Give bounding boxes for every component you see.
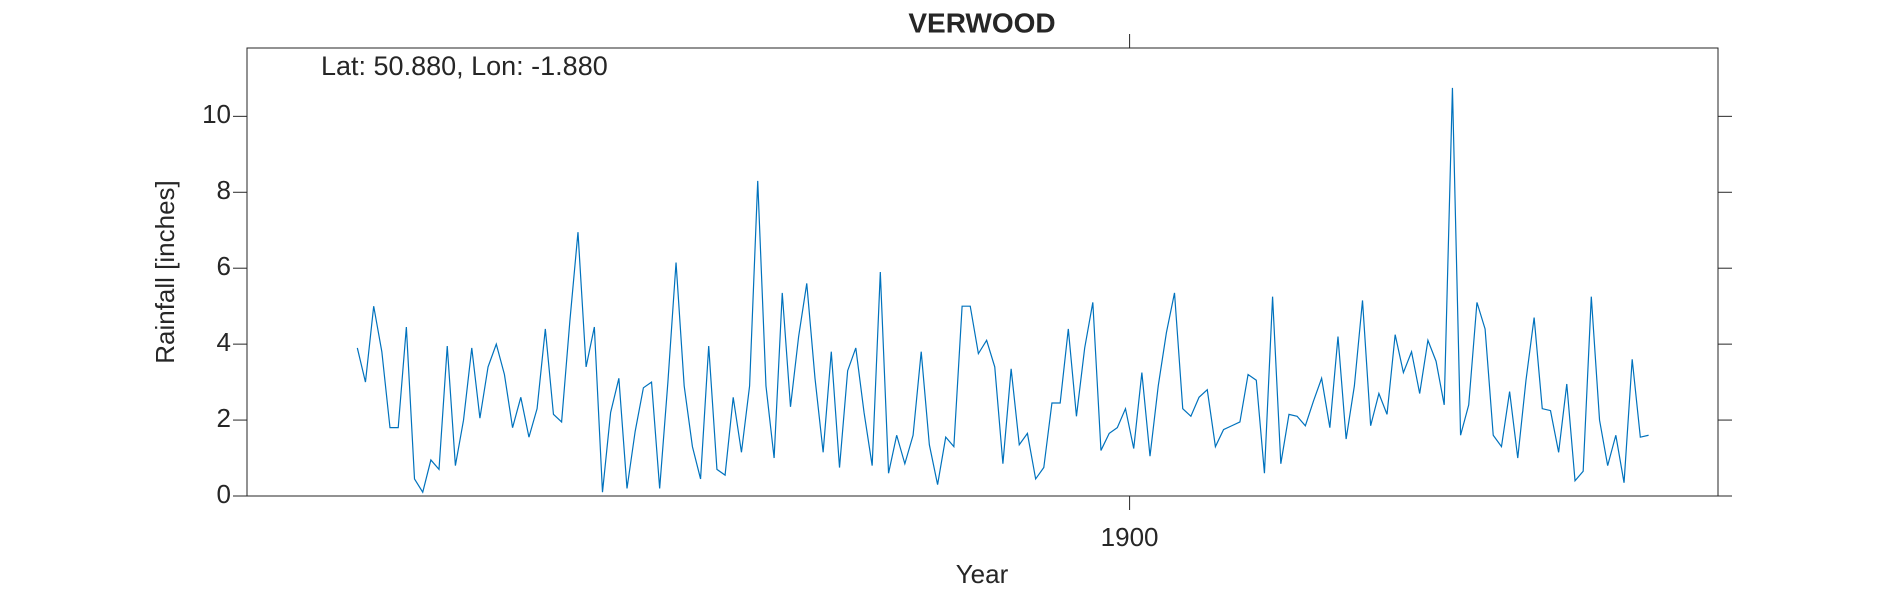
y-tick-label: 6: [217, 251, 231, 281]
y-axis-label: Rainfall [inches]: [150, 180, 180, 364]
axes-box: [246, 47, 1719, 497]
data-line: [356, 87, 1649, 494]
x-axis-label: Year: [956, 559, 1009, 589]
y-tick-label: 4: [217, 327, 231, 357]
y-tick-label: 10: [202, 99, 231, 129]
y-tick-label: 8: [217, 175, 231, 205]
y-tick-label: 2: [217, 403, 231, 433]
annotation: Lat: 50.880, Lon: -1.880: [321, 51, 608, 81]
x-tick-label: 1900: [1101, 522, 1159, 552]
y-tick-label: 0: [217, 479, 231, 509]
chart-title: VERWOOD: [908, 7, 1055, 38]
